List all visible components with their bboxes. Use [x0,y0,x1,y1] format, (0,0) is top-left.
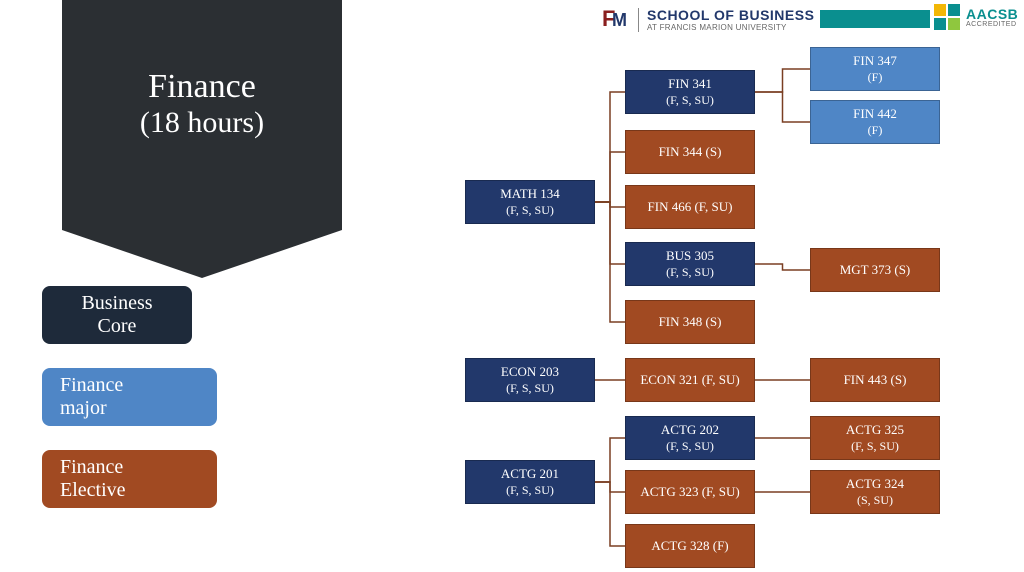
course-fin341: FIN 341(F, S, SU) [625,70,755,114]
course-actg201: ACTG 201(F, S, SU) [465,460,595,504]
aacsb-icon [934,4,960,30]
accent-bar [820,10,930,28]
course-fin443: FIN 443 (S) [810,358,940,402]
course-actg328: ACTG 328 (F) [625,524,755,568]
legend-business: BusinessCore [42,286,192,344]
edge-math134-fin341 [595,92,625,202]
title-line2: (18 hours) [62,106,342,140]
course-math134: MATH 134(F, S, SU) [465,180,595,224]
edge-actg201-actg328 [595,482,625,546]
edge-fin341-fin347 [755,69,810,92]
course-fin442: FIN 442(F) [810,100,940,144]
edge-actg201-actg202 [595,438,625,482]
logo-title: SCHOOL OF BUSINESS [647,8,814,22]
legend-finance: FinanceElective [42,450,217,508]
aacsb-title: AACSB [966,7,1018,21]
aacsb-logo: AACSB ACCREDITED [934,4,1018,30]
course-actg323: ACTG 323 (F, SU) [625,470,755,514]
course-fin344: FIN 344 (S) [625,130,755,174]
course-econ321: ECON 321 (F, SU) [625,358,755,402]
edge-bus305-mgt373 [755,264,810,270]
edge-actg201-actg323 [595,482,625,492]
fm-mark-icon: FM [602,6,630,34]
course-fin348: FIN 348 (S) [625,300,755,344]
page-title: Finance (18 hours) [62,68,342,140]
edge-math134-bus305 [595,202,625,264]
course-mgt373: MGT 373 (S) [810,248,940,292]
course-actg202: ACTG 202(F, S, SU) [625,416,755,460]
edge-math134-fin344 [595,152,625,202]
course-bus305: BUS 305(F, S, SU) [625,242,755,286]
course-econ203: ECON 203(F, S, SU) [465,358,595,402]
course-fin466: FIN 466 (F, SU) [625,185,755,229]
aacsb-sub: ACCREDITED [966,21,1018,28]
course-actg325: ACTG 325(F, S, SU) [810,416,940,460]
legend-finance: Financemajor [42,368,217,426]
logo-subtitle: at Francis Marion University [647,24,814,32]
fmu-school-logo: FM SCHOOL OF BUSINESS at Francis Marion … [602,6,814,34]
title-line1: Finance [62,68,342,106]
edge-math134-fin348 [595,202,625,322]
course-actg324: ACTG 324(S, SU) [810,470,940,514]
edge-math134-fin466 [595,202,625,207]
edge-fin341-fin442 [755,92,810,122]
curriculum-flowchart: Finance (18 hours) FM SCHOOL OF BUSINESS… [0,0,1024,572]
course-fin347: FIN 347(F) [810,47,940,91]
